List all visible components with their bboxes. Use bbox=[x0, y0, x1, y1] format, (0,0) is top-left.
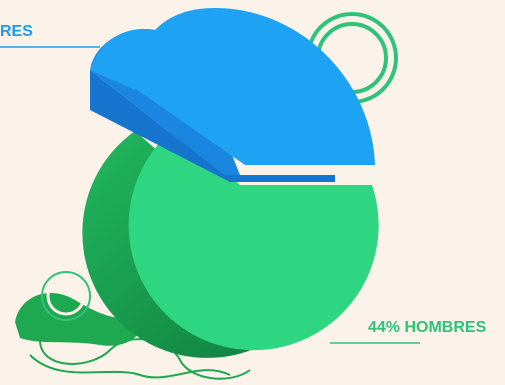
blue-slice-side bbox=[90, 70, 335, 182]
blob-decoration bbox=[15, 293, 141, 346]
ring-small bbox=[46, 276, 86, 316]
label-top-left: RES bbox=[0, 23, 33, 40]
blue-slice-edge bbox=[90, 29, 155, 90]
label-bottom-right: 44% HOMBRES bbox=[368, 319, 487, 336]
blue-slice bbox=[130, 8, 375, 165]
wave-decoration bbox=[29, 354, 231, 379]
ring-small-outline bbox=[41, 271, 91, 321]
green-slice bbox=[128, 128, 379, 351]
